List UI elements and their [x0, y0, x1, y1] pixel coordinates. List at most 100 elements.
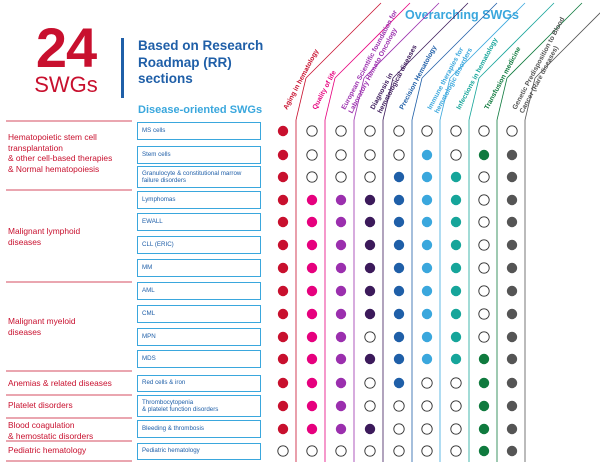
- filled-dot: [506, 308, 518, 320]
- filled-dot: [478, 445, 490, 457]
- empty-dot: [421, 125, 433, 137]
- filled-dot: [364, 308, 376, 320]
- empty-dot: [450, 149, 462, 161]
- filled-dot: [393, 331, 405, 343]
- filled-dot: [277, 353, 289, 365]
- swg-row-label: Granulocyte & constitutional marrow fail…: [137, 166, 261, 188]
- empty-dot: [393, 125, 405, 137]
- filled-dot: [306, 331, 318, 343]
- swg-row-label: EWALL: [137, 213, 261, 231]
- filled-dot: [478, 353, 490, 365]
- filled-dot: [335, 423, 347, 435]
- filled-dot: [364, 262, 376, 274]
- filled-dot: [478, 423, 490, 435]
- column-divider-slant: [496, 77, 508, 121]
- swg-count: 24: [35, 16, 97, 79]
- swg-row-label: Lymphomas: [137, 191, 261, 209]
- filled-dot: [421, 285, 433, 297]
- filled-dot: [478, 377, 490, 389]
- filled-dot: [277, 285, 289, 297]
- column-divider-slant: [305, 2, 382, 79]
- group-label: Hematopoietic stem cell transplantation …: [8, 132, 113, 174]
- empty-dot: [478, 239, 490, 251]
- swg-row-label: Stem cells: [137, 146, 261, 164]
- swg-count-label: SWGs: [34, 72, 98, 97]
- filled-dot: [277, 194, 289, 206]
- empty-dot: [478, 125, 490, 137]
- filled-dot: [393, 353, 405, 365]
- group-label: Blood coagulation & hemostatic disorders: [8, 420, 94, 441]
- group-label: Malignant lymphoid diseases: [8, 226, 81, 247]
- column-divider-slant: [449, 2, 526, 79]
- filled-dot: [364, 285, 376, 297]
- empty-dot: [306, 445, 318, 457]
- filled-dot: [277, 400, 289, 412]
- empty-dot: [393, 445, 405, 457]
- filled-dot: [364, 353, 376, 365]
- empty-dot: [478, 194, 490, 206]
- filled-dot: [450, 262, 462, 274]
- filled-dot: [450, 331, 462, 343]
- filled-dot: [335, 377, 347, 389]
- empty-dot: [450, 445, 462, 457]
- filled-dot: [506, 239, 518, 251]
- column-divider-slant: [392, 2, 469, 79]
- empty-dot: [306, 125, 318, 137]
- filled-dot: [277, 171, 289, 183]
- filled-dot: [364, 194, 376, 206]
- empty-dot: [335, 171, 347, 183]
- filled-dot: [421, 262, 433, 274]
- filled-dot: [506, 377, 518, 389]
- swg-row-label: CLL (ERIC): [137, 236, 261, 254]
- column-label: Quality of life: [312, 69, 338, 110]
- empty-dot: [478, 216, 490, 228]
- swg-row-label: Red cells & iron: [137, 374, 261, 392]
- empty-dot: [421, 377, 433, 389]
- filled-dot: [421, 239, 433, 251]
- filled-dot: [335, 285, 347, 297]
- group-label: Pediatric hematology: [8, 445, 87, 455]
- filled-dot: [450, 216, 462, 228]
- swg-row-label: Thrombocytopenia & platelet function dis…: [137, 395, 261, 417]
- swg-row-label: MDS: [137, 350, 261, 368]
- filled-dot: [393, 239, 405, 251]
- empty-dot: [421, 423, 433, 435]
- filled-dot: [335, 331, 347, 343]
- empty-dot: [421, 400, 433, 412]
- filled-dot: [450, 171, 462, 183]
- empty-dot: [478, 308, 490, 320]
- column-divider-slant: [353, 77, 365, 121]
- filled-dot: [277, 239, 289, 251]
- filled-dot: [506, 353, 518, 365]
- filled-dot: [421, 353, 433, 365]
- empty-dot: [393, 149, 405, 161]
- column-divider-slant: [534, 12, 600, 79]
- swg-row-label: CML: [137, 305, 261, 323]
- group-label: Anemias & related diseases: [8, 378, 112, 388]
- empty-dot: [364, 445, 376, 457]
- filled-dot: [421, 194, 433, 206]
- swg-row-label: MPN: [137, 328, 261, 346]
- filled-dot: [306, 400, 318, 412]
- empty-dot: [335, 125, 347, 137]
- filled-dot: [335, 194, 347, 206]
- filled-dot: [335, 308, 347, 320]
- empty-dot: [306, 149, 318, 161]
- filled-dot: [393, 377, 405, 389]
- empty-dot: [421, 445, 433, 457]
- filled-dot: [506, 262, 518, 274]
- filled-dot: [421, 171, 433, 183]
- swg-row-label: MM: [137, 259, 261, 277]
- column-label: Genetic Predisposition to BloodCancer (R…: [512, 16, 574, 114]
- swg-row-label: Pediatric hematology: [137, 442, 261, 460]
- empty-dot: [364, 125, 376, 137]
- filled-dot: [306, 216, 318, 228]
- filled-dot: [306, 308, 318, 320]
- column-divider-slant: [334, 2, 411, 79]
- empty-dot: [450, 125, 462, 137]
- filled-dot: [277, 331, 289, 343]
- filled-dot: [306, 353, 318, 365]
- filled-dot: [506, 171, 518, 183]
- group-label: Platelet disorders: [8, 400, 73, 410]
- filled-dot: [277, 216, 289, 228]
